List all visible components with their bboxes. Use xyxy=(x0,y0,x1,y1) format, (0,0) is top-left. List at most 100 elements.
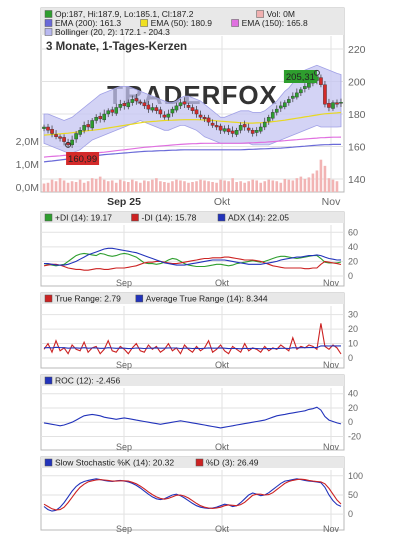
candle-body xyxy=(206,117,211,123)
panel-frame-2 xyxy=(40,292,345,369)
y-tick-label-1-0: 0 xyxy=(348,271,353,281)
candle-body xyxy=(234,130,239,135)
series-line-2-1 xyxy=(43,345,341,350)
candle-body xyxy=(278,105,283,109)
x-tick-label-1-2: Nov xyxy=(323,278,340,288)
legend-label-0-1: Vol: 0M xyxy=(267,9,295,19)
candle-body xyxy=(270,112,275,119)
x-tick-label-4-2: Nov xyxy=(323,524,340,534)
volume-bar xyxy=(243,182,246,192)
volume-bar xyxy=(283,178,287,192)
x-tick-label-3-0: Sep xyxy=(116,442,132,452)
legend-band-2 xyxy=(41,293,344,304)
series-line-1-1 xyxy=(43,256,342,271)
volume-bar xyxy=(331,179,335,192)
candle-body xyxy=(242,124,247,128)
volume-bar xyxy=(311,173,315,192)
series-line-3-0 xyxy=(43,406,342,429)
volume-bar xyxy=(102,179,106,192)
candle-body xyxy=(327,103,331,108)
volume-bar xyxy=(90,178,94,192)
volume-bar xyxy=(110,180,114,192)
volume-bar xyxy=(86,181,90,192)
legend-band-1 xyxy=(41,212,344,223)
candle-body xyxy=(102,113,107,121)
candle-body xyxy=(46,126,50,131)
volume-bar xyxy=(307,177,311,192)
candle-body xyxy=(283,102,287,108)
volume-bar xyxy=(291,180,295,192)
candle-body xyxy=(98,116,102,120)
candle-body xyxy=(106,110,111,115)
x-tick-label-0-2: Nov xyxy=(322,196,341,208)
candle-body xyxy=(114,107,119,114)
candle-body xyxy=(166,113,171,118)
legend-label-3-0: ROC (12): -2.456 xyxy=(55,376,120,386)
candle-body xyxy=(331,102,335,109)
high-annotation-box xyxy=(283,70,317,83)
y-tick-label-3-1: 0 xyxy=(348,417,353,427)
volume-bar xyxy=(82,182,86,192)
legend-band-3 xyxy=(41,375,344,386)
x-tick-label-0-0: Sep 25 xyxy=(107,196,141,208)
candle-body xyxy=(186,105,191,108)
volume-bar xyxy=(219,179,222,192)
volume-bar xyxy=(58,178,62,192)
candle-body xyxy=(126,102,131,108)
volume-bar xyxy=(251,179,255,192)
y-tick-label-3-2: 20 xyxy=(348,403,358,413)
y-tick-label-1-3: 60 xyxy=(348,227,358,237)
panel-frame-4 xyxy=(40,456,345,531)
volume-bar xyxy=(279,182,283,192)
volume-bar xyxy=(118,179,122,192)
x-tick-label-0-1: Okt xyxy=(214,196,230,208)
candle-body xyxy=(250,130,255,134)
candle-body xyxy=(210,122,215,126)
legend-swatch-0-0 xyxy=(44,10,53,18)
volume-bar xyxy=(259,182,263,192)
legend-swatch-0-2 xyxy=(44,19,53,27)
candle-body xyxy=(299,89,303,94)
legend-swatch-0-4 xyxy=(231,19,239,27)
candle-body xyxy=(162,114,167,118)
series-line-1-2 xyxy=(44,247,342,266)
volume-bar xyxy=(315,170,319,192)
volume-bar xyxy=(255,180,259,192)
y-tick-label-1-1: 20 xyxy=(348,256,358,266)
volume-bar xyxy=(227,181,230,192)
volume-bar xyxy=(74,182,78,192)
high-annotation-label: 205,31 xyxy=(286,72,315,83)
candle-body xyxy=(62,137,66,142)
x-tick-label-4-1: Okt xyxy=(215,524,230,534)
volume-tick-label-1: 1,0M xyxy=(16,159,39,171)
volume-bar xyxy=(106,181,110,192)
candle-body xyxy=(130,99,135,103)
volume-bar xyxy=(163,182,166,192)
volume-bar xyxy=(139,182,142,192)
high-marker xyxy=(313,69,320,76)
x-tick-label-3-2: Nov xyxy=(323,442,340,452)
y-tick-label-0-2: 180 xyxy=(348,109,366,121)
volume-bar xyxy=(267,179,271,192)
x-tick-label-2-2: Nov xyxy=(323,360,340,370)
candle-body xyxy=(258,126,263,132)
candle-body xyxy=(303,86,307,89)
volume-bar xyxy=(54,181,58,192)
candle-body xyxy=(70,139,74,146)
ema-50-line xyxy=(43,111,342,136)
volume-bar xyxy=(62,180,66,192)
candle-body xyxy=(190,107,195,111)
candle-body xyxy=(142,102,147,107)
candle-body xyxy=(90,120,94,129)
y-tick-label-2-3: 30 xyxy=(348,310,358,320)
volume-bar xyxy=(287,179,291,192)
volume-bar xyxy=(126,182,130,192)
candle-body xyxy=(122,103,127,107)
volume-bar xyxy=(199,179,202,192)
candle-body xyxy=(50,129,54,134)
legend-label-1-0: +DI (14): 19.17 xyxy=(55,213,112,223)
volume-bar xyxy=(46,182,50,192)
y-tick-label-3-3: 40 xyxy=(348,389,358,399)
legend-label-2-1: Average True Range (14): 8.344 xyxy=(146,294,268,304)
volume-bar xyxy=(155,178,158,192)
